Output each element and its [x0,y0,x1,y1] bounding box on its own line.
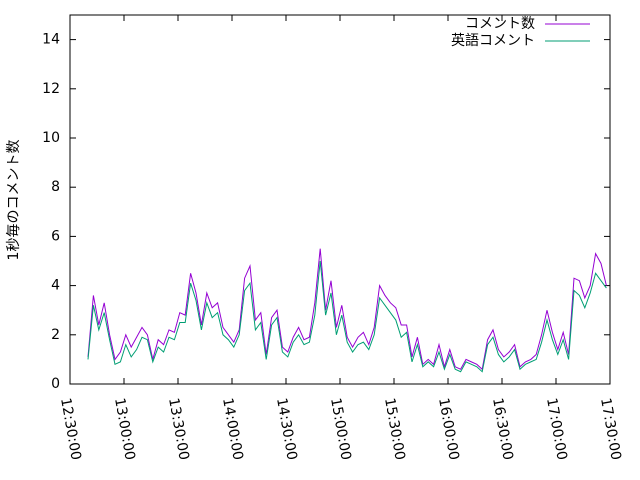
series-line [87,260,607,373]
y-axis-label: 1秒毎のコメント数 [6,140,22,261]
y-tick-label: 12 [42,81,60,97]
legend-label: 英語コメント [451,32,535,49]
x-tick-label: 17:30:00 [597,397,624,462]
series-line [87,248,607,371]
x-tick-label: 16:30:00 [489,397,516,462]
x-tick-label: 14:30:00 [273,397,300,462]
y-tick-label: 2 [51,327,60,343]
plot-border [69,14,611,385]
y-tick-label: 14 [42,32,60,48]
y-tick-label: 6 [51,228,60,244]
x-tick-label: 13:30:00 [165,397,192,462]
x-tick-label: 12:30:00 [57,397,84,462]
legend-label: コメント数 [465,16,535,32]
y-tick-label: 4 [51,278,60,294]
x-tick-label: 14:00:00 [219,397,246,462]
x-tick-label: 15:30:00 [381,397,408,462]
y-tick-label: 8 [51,179,60,195]
x-tick-label: 16:00:00 [435,397,462,462]
y-tick-label: 0 [51,376,60,392]
x-tick-label: 15:00:00 [327,397,354,462]
x-tick-label: 13:00:00 [111,397,138,462]
y-tick-label: 10 [42,130,60,146]
x-tick-label: 17:00:00 [543,397,570,462]
